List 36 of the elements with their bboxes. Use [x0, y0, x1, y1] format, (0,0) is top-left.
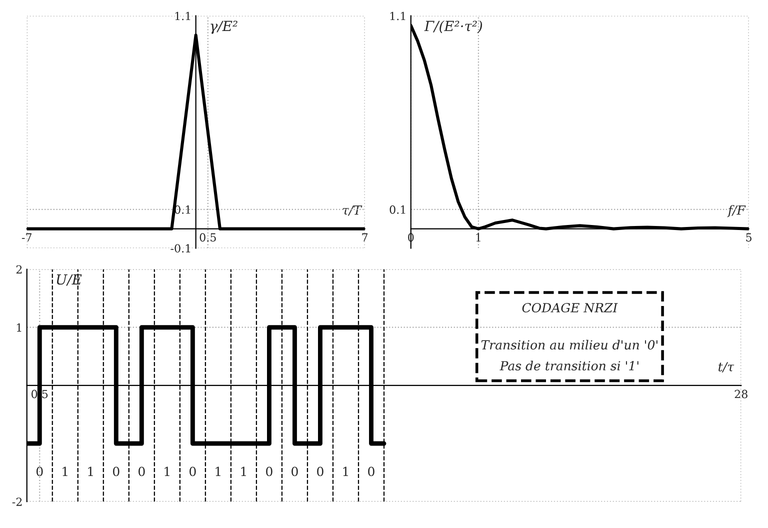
x-tick-label: 1 [476, 233, 480, 242]
annotation: 1 [164, 466, 170, 476]
y-axis-title: U/E [56, 274, 82, 286]
annotation: 1 [343, 466, 348, 476]
y-tick-label: 1.1 [390, 12, 406, 20]
x-tick-label: 5 [746, 233, 752, 242]
annotation: 0 [368, 466, 374, 476]
annotation: 1 [62, 466, 68, 476]
annotation: 0 [266, 466, 272, 476]
annotation: Transition au milieu d'un '0' [481, 340, 658, 350]
y-tick-label: 0.1 [390, 205, 406, 214]
x-tick-label: 7 [362, 233, 368, 242]
y-tick-label: -0.1 [170, 244, 190, 253]
annotation: 0 [317, 466, 324, 476]
annotation: 1 [241, 466, 246, 476]
x-axis-title: f/F [727, 205, 746, 218]
x-tick-label: 28 [734, 390, 748, 398]
y-tick-label: -2 [12, 498, 22, 506]
annotation: 1 [88, 466, 93, 476]
y-tick-label: 1.1 [175, 12, 190, 20]
annotation: 0 [36, 466, 43, 476]
annotation: 0 [190, 466, 196, 476]
annotation: 0 [292, 466, 298, 476]
x-tick-label: -7 [22, 233, 32, 242]
annotation: 1 [216, 466, 220, 476]
y-axis-title: γ/E² [210, 20, 238, 34]
annotation: Pas de transition si '1' [500, 360, 638, 370]
x-axis-title: t/τ [718, 362, 734, 372]
annotation: 0 [138, 466, 145, 476]
x-tick-label: 0.5 [200, 233, 216, 242]
y-axis-title: Γ/(E²·τ²) [424, 20, 482, 34]
y-tick-label: 1 [17, 323, 22, 332]
y-tick-label: 2 [16, 265, 22, 274]
x-axis-title: τ/T [342, 205, 362, 216]
annotation: 0 [113, 466, 120, 476]
annotation: CODAGE NRZI [522, 302, 618, 312]
